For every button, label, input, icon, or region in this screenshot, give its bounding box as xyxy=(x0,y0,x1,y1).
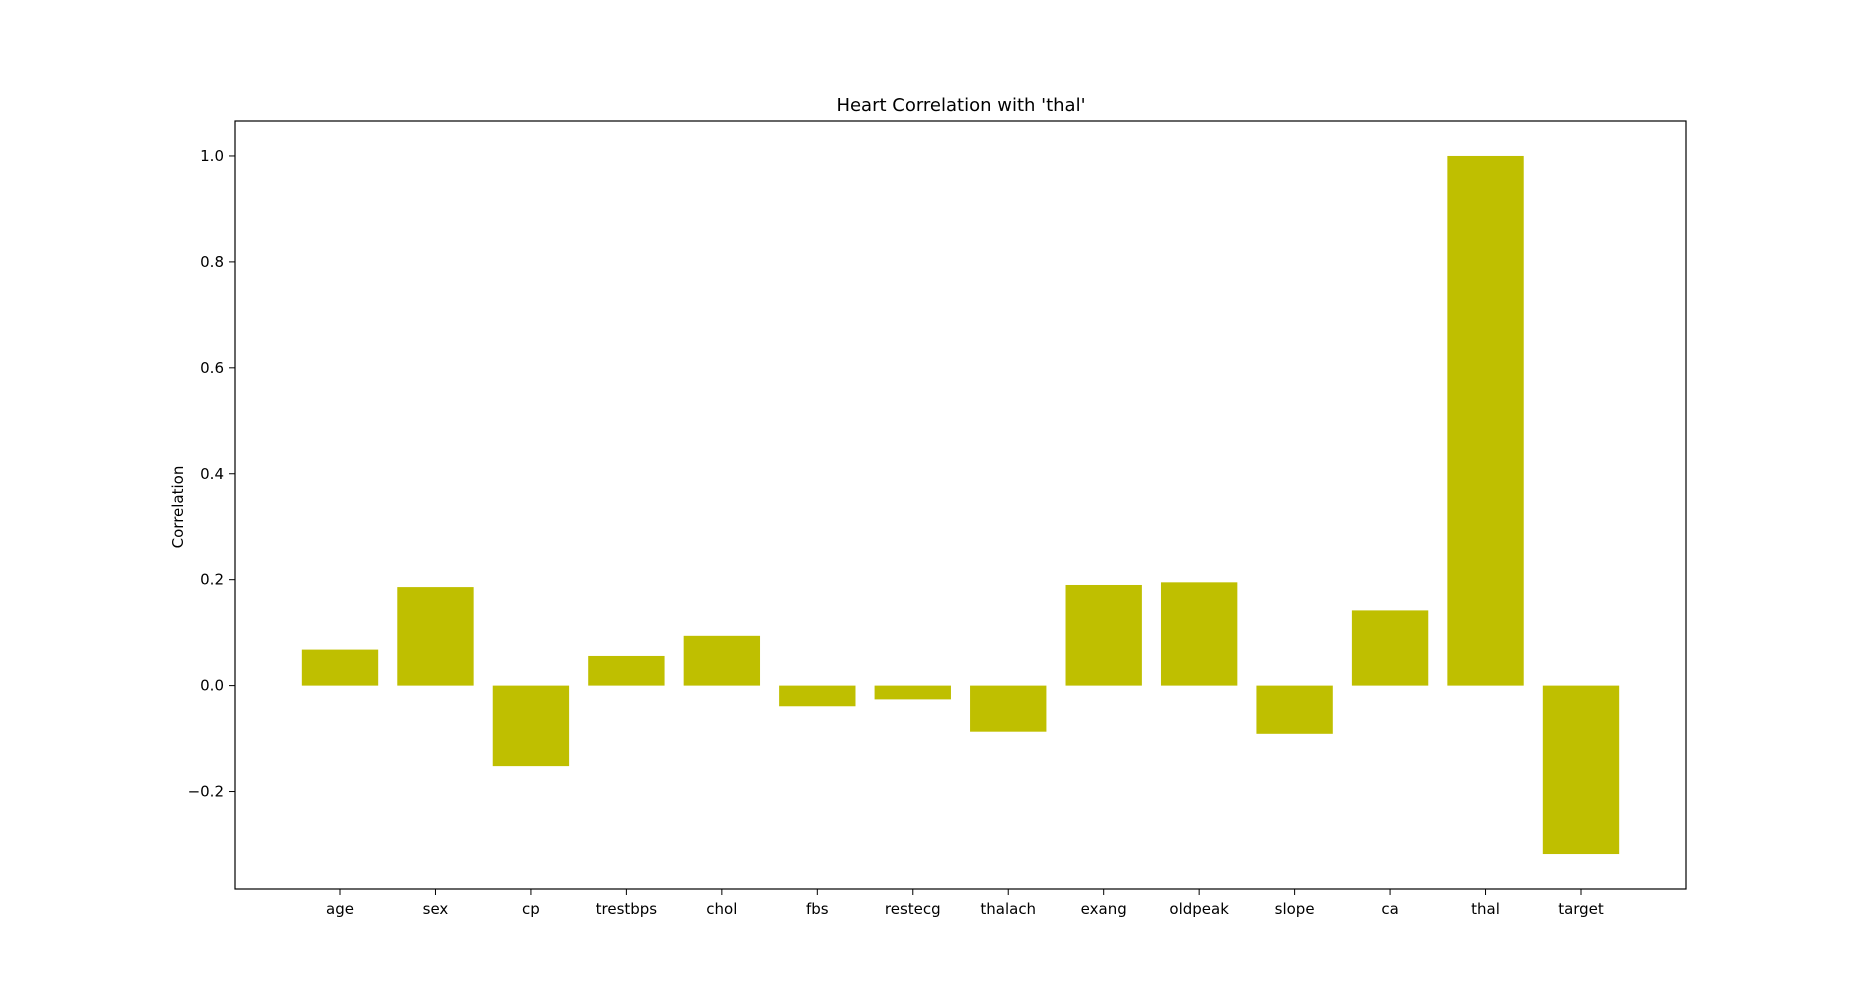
x-tick-label-oldpeak: oldpeak xyxy=(1169,900,1229,918)
chart-title: Heart Correlation with 'thal' xyxy=(836,95,1085,116)
x-tick-label-sex: sex xyxy=(423,900,449,918)
x-tick-label-age: age xyxy=(326,900,354,918)
y-axis-label: Correlation xyxy=(169,466,187,549)
y-tick-label: −0.2 xyxy=(188,783,224,801)
x-tick-label-target: target xyxy=(1558,900,1604,918)
bar-thalach xyxy=(970,685,1047,732)
x-tick-label-thalach: thalach xyxy=(980,900,1036,918)
x-axis-ticks: age sex cp trestbps chol fbs restecg thalach exa… xyxy=(326,889,1604,918)
x-tick-label-ca: ca xyxy=(1381,900,1398,918)
bar-age xyxy=(301,649,379,686)
bar-chol xyxy=(683,635,761,686)
bar-target xyxy=(1542,685,1620,855)
bar-restecg xyxy=(874,685,951,700)
x-tick-label-exang: exang xyxy=(1081,900,1127,918)
bar-cp xyxy=(492,685,570,767)
bar-oldpeak xyxy=(1160,582,1238,686)
bar-exang xyxy=(1065,584,1142,686)
bar-fbs xyxy=(779,685,856,707)
x-tick-label-trestbps: trestbps xyxy=(596,900,658,918)
x-tick-label-chol: chol xyxy=(706,900,737,918)
x-tick-label-fbs: fbs xyxy=(806,900,829,918)
y-axis-ticks: −0.2 0.0 0.2 0.4 0.6 0.8 1.0 xyxy=(188,147,235,801)
x-tick-label-slope: slope xyxy=(1275,900,1315,918)
bar-trestbps xyxy=(588,655,665,686)
y-tick-label: 0.2 xyxy=(200,571,224,589)
y-tick-label: 0.8 xyxy=(200,253,224,271)
bar-ca xyxy=(1351,610,1429,686)
y-tick-label: 0.6 xyxy=(200,359,224,377)
bar-slope xyxy=(1256,685,1333,734)
y-tick-label: 1.0 xyxy=(200,147,224,165)
bar-sex xyxy=(397,587,474,686)
y-tick-label: 0.4 xyxy=(200,465,224,483)
x-tick-label-cp: cp xyxy=(522,900,540,918)
bars-group xyxy=(301,155,1620,855)
x-tick-label-restecg: restecg xyxy=(885,900,941,918)
bar-thal xyxy=(1447,155,1524,686)
plot-frame xyxy=(234,120,1687,890)
y-tick-label: 0.0 xyxy=(200,677,224,695)
x-tick-label-thal: thal xyxy=(1471,900,1500,918)
